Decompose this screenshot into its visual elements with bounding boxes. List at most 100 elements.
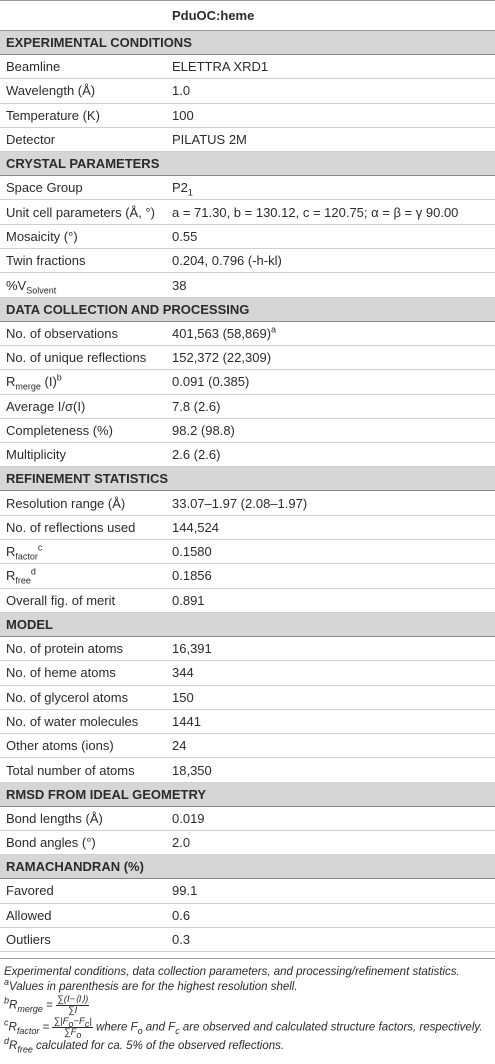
superscript: a [4,977,10,988]
text: 0.1856 [172,568,212,584]
row-label: Other atoms (ions) [0,733,170,759]
subscript: free [15,576,31,587]
numerator: ∑|Fo−Fc| [52,1017,93,1030]
row-value: 144,524 [170,515,495,541]
text: are observed and calculated structure fa… [179,1021,483,1034]
table-row: No. of glycerol atoms 150 [0,685,495,710]
text: 0.55 [172,228,198,244]
text: Overall fig. of merit [6,592,116,608]
row-label: Beamline [0,54,170,80]
table-row: Mosaicity (°) 0.55 [0,224,495,250]
text: 7.8 (2.6) [172,398,221,414]
text: 0.1580 [172,544,212,560]
text: 0.6 [172,907,191,923]
table-row: Overall fig. of merit 0.891 [0,588,495,613]
row-label: %VSolvent [0,272,170,298]
text: P2 [172,180,188,196]
text: Bond lengths (Å) [6,810,103,826]
text: 2.6 (2.6) [172,447,221,463]
row-label: Completeness (%) [0,418,170,444]
row-label: Twin fractions [0,248,170,274]
table-row: Rmerge (I)b 0.091 (0.385) [0,369,495,395]
text: Mosaicity (°) [6,228,78,244]
text: No. of unique reflections [6,350,147,366]
table-row: Wavelength (Å) 1.0 [0,78,495,104]
text: 0.3 [172,932,191,948]
text: Favored [6,883,54,899]
row-value: 0.1580 [170,539,495,565]
text: Total number of atoms [6,762,135,778]
row-value: P21 [170,175,495,201]
row-value: 38 [170,272,495,298]
text: 2.0 [172,835,191,851]
text: 150 [172,689,194,705]
table-row: No. of protein atoms 16,391 [0,636,495,662]
table-row: Outliers 0.3 [0,927,495,953]
subscript: o [68,1019,74,1030]
table-row: Other atoms (ions) 24 [0,733,495,759]
row-label: No. of reflections used [0,515,170,541]
row-label: Rmerge (I)b [0,369,170,395]
row-value: 344 [170,660,495,686]
text: R [6,568,16,584]
row-value: 0.891 [170,588,495,613]
row-label: No. of observations [0,321,170,346]
row-value: 0.6 [170,903,495,928]
text: 344 [172,665,194,681]
table-row: No. of observations 401,563 (58,869)a [0,321,495,346]
footnote: cRfactor = ∑|Fo−Fc| ∑Fo where Fo and Fc a… [4,1017,491,1041]
text: 38 [172,277,187,293]
section-row: CRYSTAL PARAMETERS [0,151,495,177]
footnote: aValues in parenthesis are for the highe… [4,977,491,994]
row-label: Overall fig. of merit [0,588,170,613]
table-row: No. of water molecules 1441 [0,709,495,735]
row-value: 0.091 (0.385) [170,369,495,395]
subscript: o [76,1030,82,1041]
text: 401,563 (58,869) [172,325,272,341]
row-value: 18,350 [170,757,495,783]
row-label: No. of unique reflections [0,345,170,371]
text: Bond angles (°) [6,835,96,851]
text: No. of water molecules [6,713,139,729]
text: 144,524 [172,519,219,535]
subscript: factor [15,551,38,562]
text: 0.891 [172,592,205,608]
text: ∑I [67,1005,78,1017]
text: ∑F [63,1027,77,1039]
text: Average I/σ(I) [6,398,86,414]
text: where F [92,1021,138,1034]
table-row: Unit cell parameters (Å, °) a = 71.30, b … [0,199,495,225]
text: 33.07–1.97 (2.08–1.97) [172,495,308,511]
row-value: 2.0 [170,830,495,856]
text: 1.0 [172,83,191,99]
text: a = 71.30, b = 130.12, c = 120.75; α = β… [172,204,459,220]
row-label: No. of glycerol atoms [0,685,170,710]
header-row: PduOC:heme [0,0,495,31]
text: 18,350 [172,762,212,778]
text: Other atoms (ions) [6,738,114,754]
section-title: DATA COLLECTION AND PROCESSING [0,296,495,322]
row-label: Favored [0,878,170,904]
text: Space Group [6,180,83,196]
subscript: c [175,1026,180,1037]
row-value: ELETTRA XRD1 [170,54,495,80]
row-label: Allowed [0,903,170,928]
text: Allowed [6,907,52,923]
text: 1441 [172,713,201,729]
fraction: ∑(I−⟨I⟩) ∑I [55,995,90,1017]
text: No. of reflections used [6,519,136,535]
text: 152,372 (22,309) [172,350,272,366]
row-value: 1441 [170,709,495,735]
text: Unit cell parameters (Å, °) [6,204,155,220]
text: R [9,1040,18,1053]
text: R [8,1021,17,1034]
text: 99.1 [172,883,198,899]
subscript: 1 [187,187,193,198]
text: No. of heme atoms [6,665,116,681]
fraction: ∑|Fo−Fc| ∑Fo [52,1017,93,1041]
text: ELETTRA XRD1 [172,59,269,75]
section-title: MODEL [0,611,495,637]
footnote: Experimental conditions, data collection… [4,965,491,979]
text: 98.2 (98.8) [172,423,235,438]
text: R [6,374,16,390]
